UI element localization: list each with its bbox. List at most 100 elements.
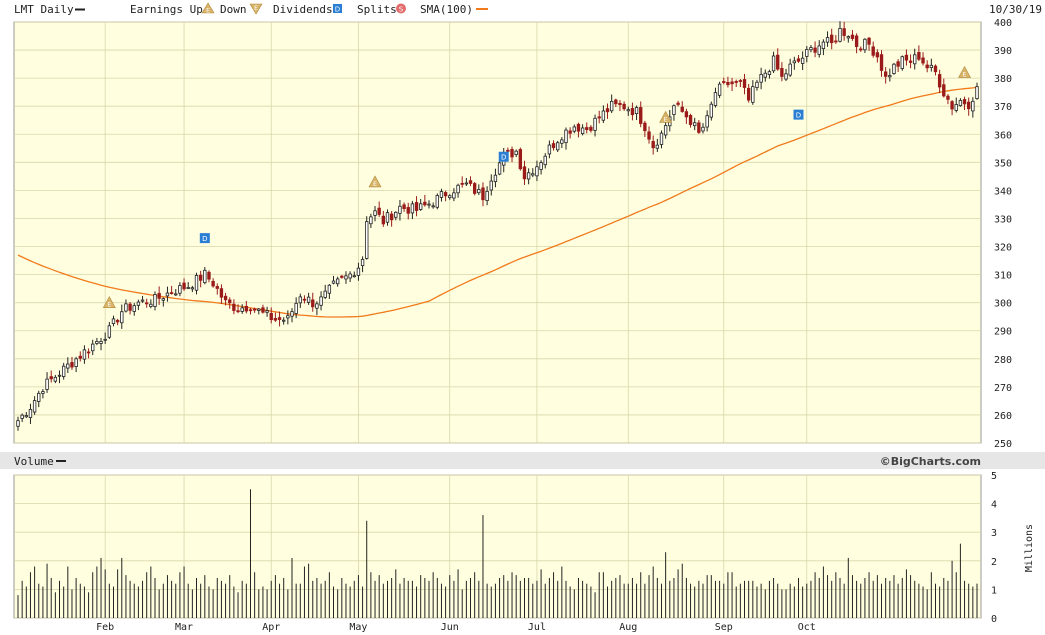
candle [352,275,356,278]
candle [32,400,37,413]
candle [344,275,348,280]
candle [107,325,112,338]
candle [269,312,273,321]
candle [651,141,655,149]
candle [543,155,547,166]
candle [564,129,568,144]
candle [302,298,307,301]
candle [111,318,116,325]
earnings-up-label: Earnings Up [130,3,203,16]
candle [174,293,178,296]
candle [394,211,398,218]
candle [257,308,261,311]
candle [958,100,963,107]
price-tick-label: 270 [994,383,1012,394]
candle [381,215,386,225]
candle [618,102,622,106]
candle [601,110,606,121]
candle [236,310,240,313]
candle [776,54,780,70]
candle [647,131,651,140]
candle [535,166,539,177]
dividend-icon [333,4,342,13]
candle [684,111,689,118]
candle [28,408,33,419]
month-tick-label: Apr [262,622,280,633]
candle [701,126,705,132]
candle [49,376,53,380]
candle [323,290,327,298]
candle [722,81,726,83]
candle [74,358,78,367]
splits-label: Splits [357,3,397,16]
dividend-marker-icon [498,151,509,162]
candle [149,303,153,307]
candle [443,192,448,197]
candle [942,84,946,97]
volume-tick-label: 4 [991,500,997,511]
candle [99,340,103,344]
candle [57,374,62,377]
candle [639,107,643,124]
candle [510,148,514,158]
candle [319,296,323,306]
candle [190,287,195,290]
candle [66,363,70,369]
earnings-marker-icon [102,296,116,308]
svg-text:E: E [254,5,258,12]
candle [169,292,174,295]
candle [24,415,28,418]
candle [369,216,373,225]
candle [805,49,809,57]
candle [693,122,697,127]
candle [140,299,145,302]
candle [103,338,107,341]
price-panel [13,21,982,444]
candle [975,86,979,100]
candle [771,55,776,72]
candle [472,183,477,194]
candle [198,274,203,281]
candle [481,187,485,201]
candle [908,60,913,63]
price-tick-label: 370 [994,102,1012,113]
copyright-text: ©BigCharts.com [880,455,981,468]
candle [609,100,614,112]
candle [207,271,211,280]
candle [194,275,199,291]
candle [859,48,863,51]
candle [788,63,792,76]
candle [377,207,381,215]
candle [950,101,954,110]
candle [215,286,219,289]
dividend-marker-label: D [501,154,506,162]
earnings-marker-icon [958,65,972,78]
sma-label: SMA(100) [420,3,473,16]
candle [348,273,352,279]
price-tick-label: 400 [994,18,1012,29]
candle [954,104,958,111]
candle [580,127,585,134]
candle [593,117,597,131]
candle [850,34,855,39]
price-tick-label: 380 [994,74,1012,85]
chart-header: LMT Daily Earnings Up E Down E Dividends… [14,2,1042,16]
earnings-marker-icon [368,175,382,188]
chart-date: 10/30/19 [989,3,1042,16]
price-tick-label: 360 [994,130,1012,141]
candle [879,54,884,71]
candle [680,106,684,112]
candle [61,365,66,377]
price-tick-label: 320 [994,243,1012,254]
candle [219,288,224,298]
candle [796,58,801,62]
candle [705,115,709,128]
candle [576,123,581,132]
sma-line [17,86,978,318]
candle [946,95,950,100]
candle [643,122,647,132]
candle [128,303,132,311]
month-tick-label: Feb [96,622,114,633]
candle [261,307,265,313]
candle [817,45,821,55]
